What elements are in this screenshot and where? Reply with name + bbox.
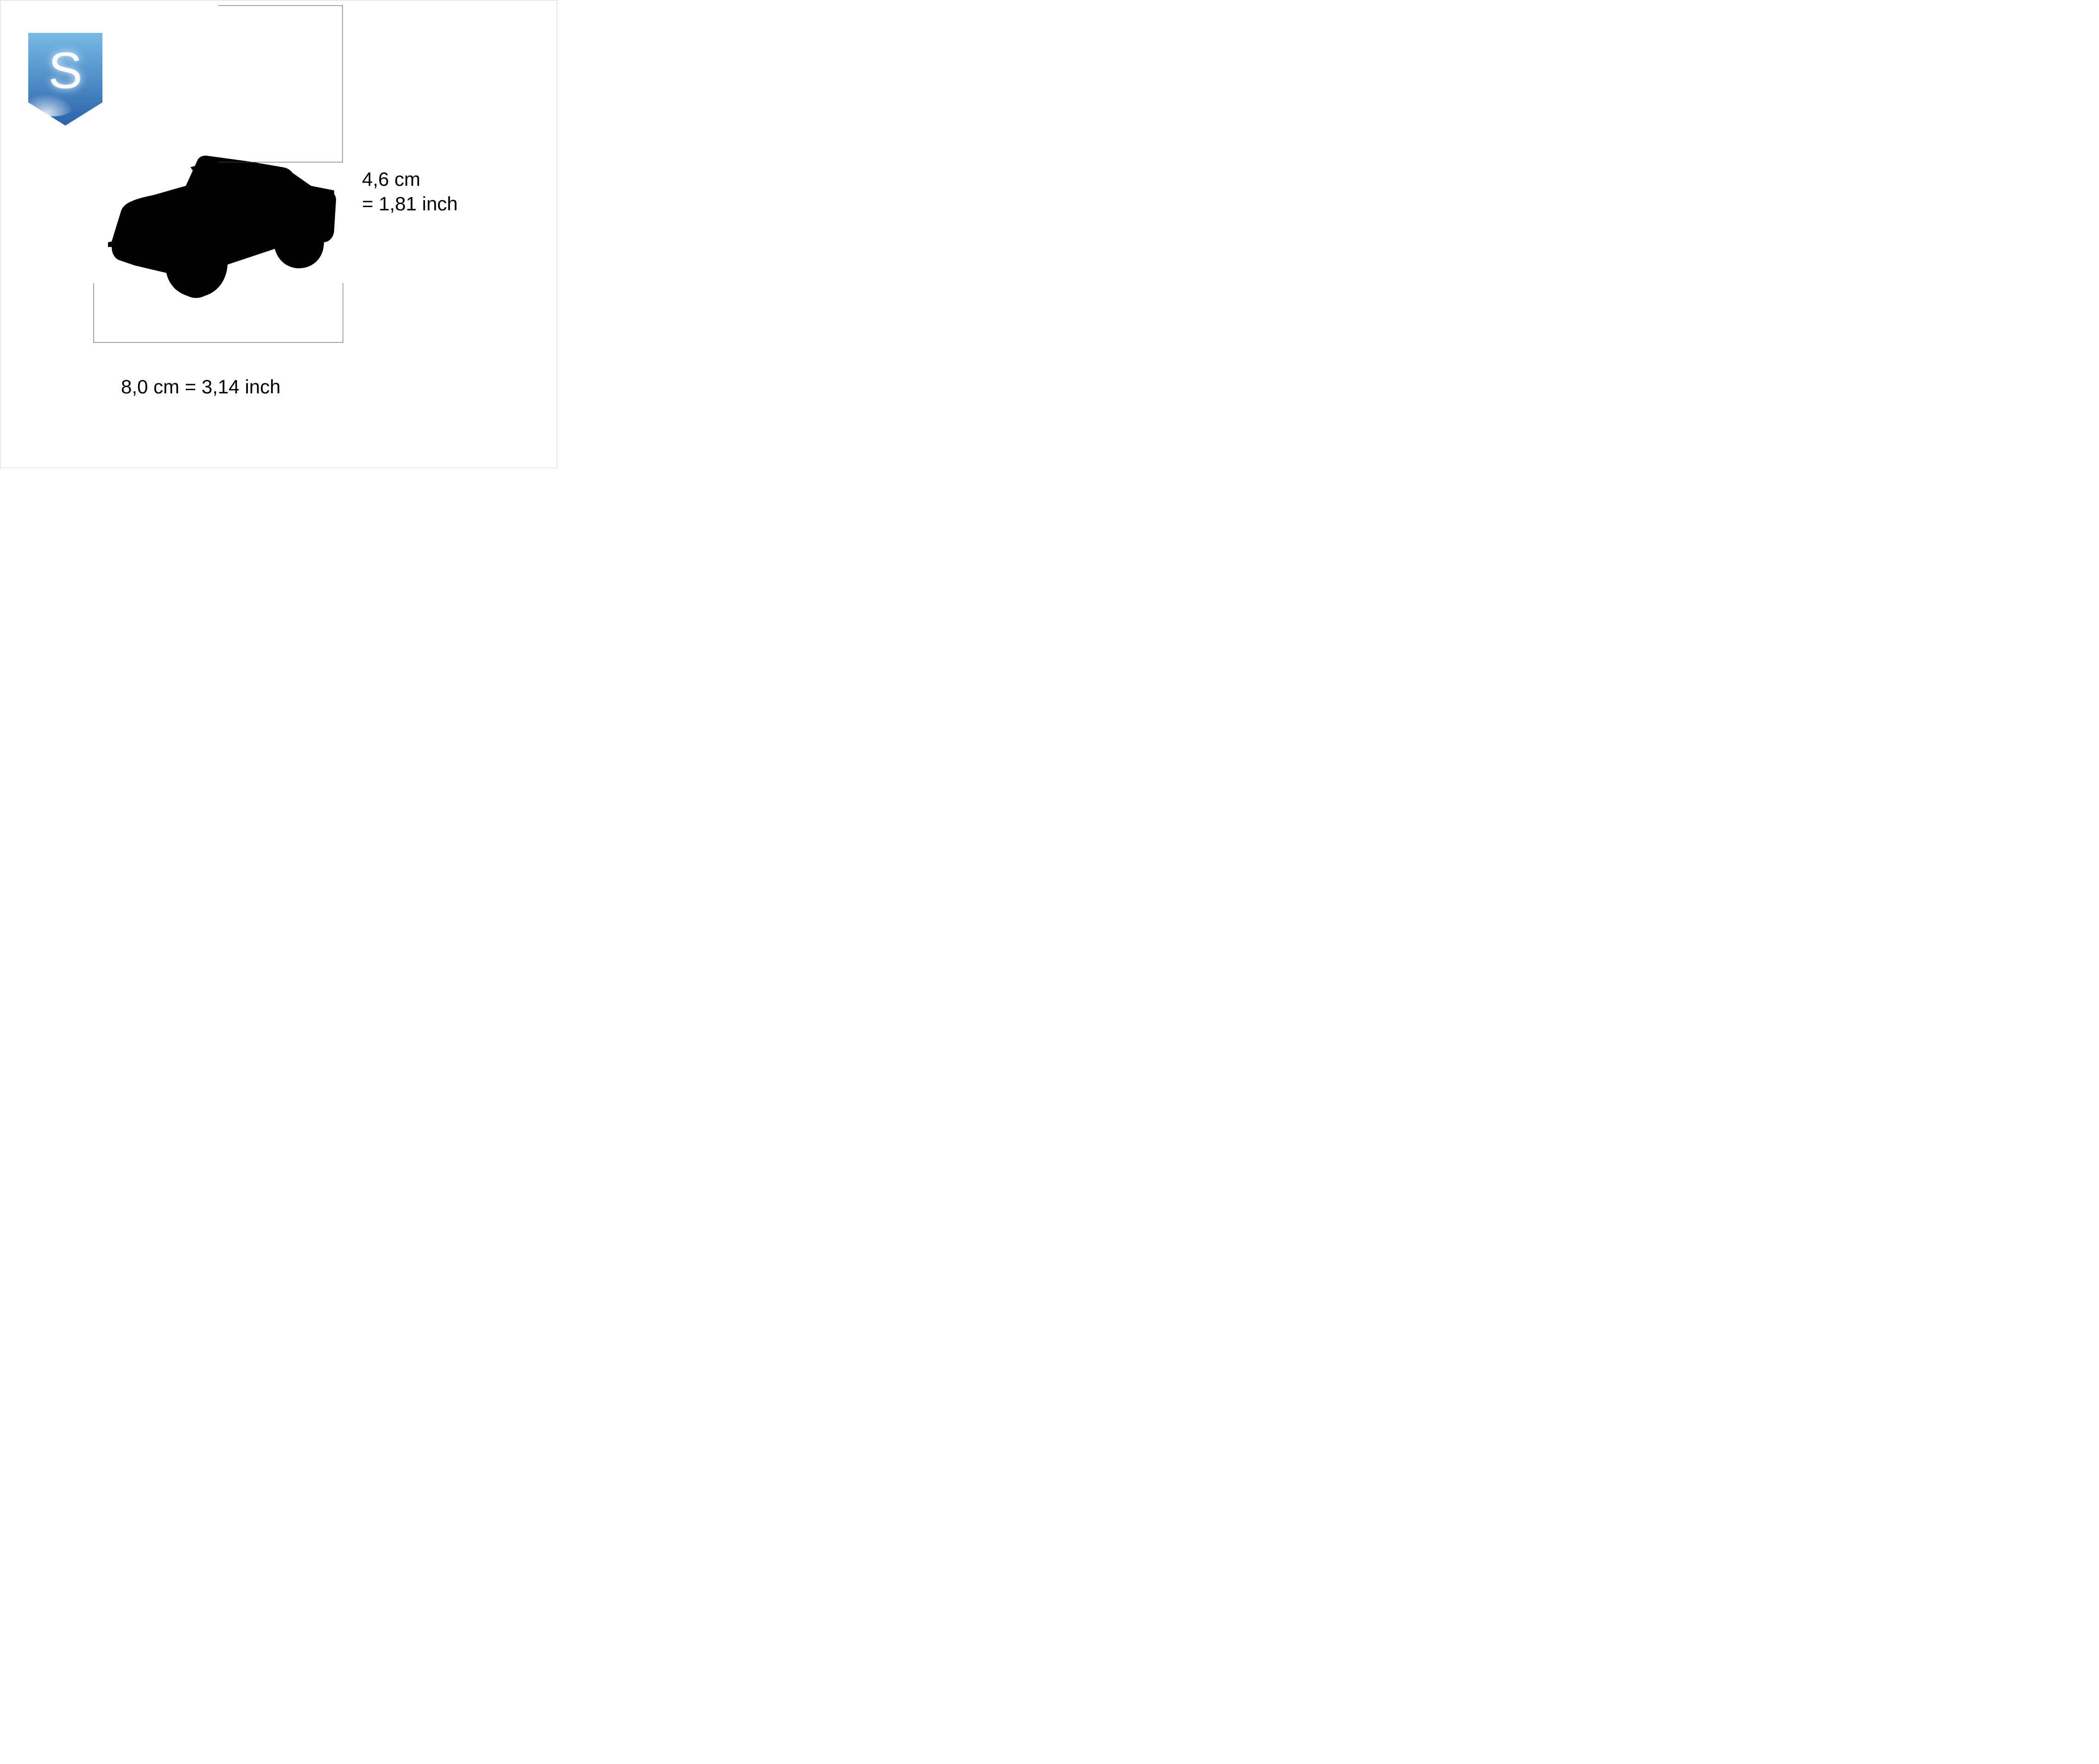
- width-dimension-label: 8,0 cm = 3,14 inch: [121, 376, 280, 398]
- height-dimension-bracket: [218, 5, 343, 163]
- height-cm: 4,6 cm: [362, 168, 420, 190]
- badge-shield-icon: [28, 33, 102, 126]
- height-inch: = 1,81 inch: [362, 193, 458, 215]
- size-diagram-canvas: S 4,6 cm = 1,81 inch 8,0 cm = 3,14 inch: [0, 0, 557, 468]
- size-badge: S: [28, 33, 102, 126]
- width-dimension-bracket: [93, 283, 343, 343]
- height-dimension-label: 4,6 cm = 1,81 inch: [362, 167, 458, 216]
